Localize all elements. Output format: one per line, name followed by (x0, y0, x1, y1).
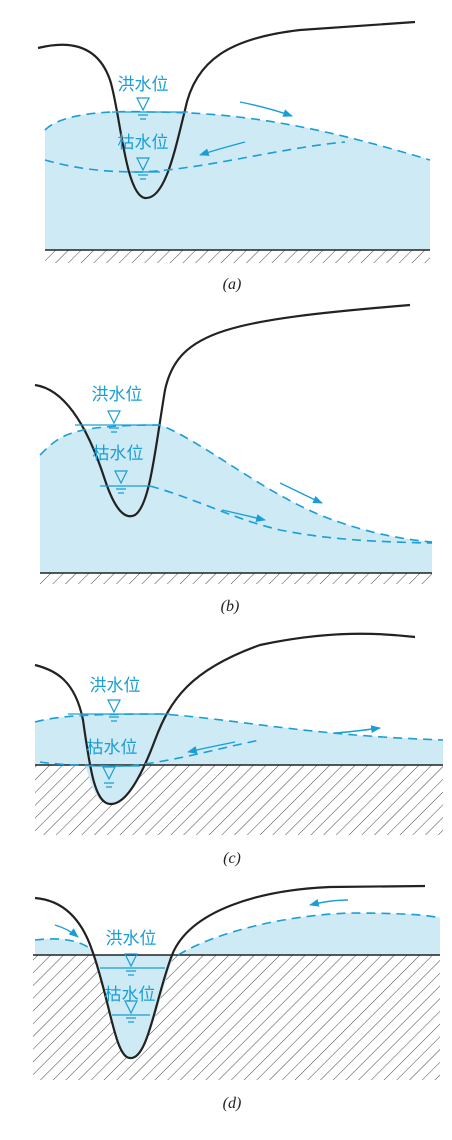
dry-marker (136, 157, 150, 180)
panel-c: 洪水位 枯水位 (c) (34, 632, 444, 867)
riverbank (34, 303, 411, 518)
water-table (34, 938, 93, 951)
flood-label: 洪水位 (90, 676, 141, 696)
flow-arrow (239, 101, 293, 117)
flood-water-table (44, 110, 431, 161)
groundwater (40, 425, 432, 573)
groundwater (35, 938, 94, 955)
flow-arrow (221, 509, 266, 522)
panel-d: 洪水位 枯水位 (d) (33, 884, 441, 1112)
ground-hatch (40, 573, 432, 584)
dry-water-table (149, 485, 433, 544)
flow-arrow (334, 725, 381, 734)
groundwater (35, 714, 443, 765)
dry-marker (114, 470, 128, 494)
flow-arrow (309, 899, 349, 907)
flow-arrow (199, 141, 246, 156)
dry-label: 枯水位 (93, 444, 144, 464)
dry-marker (102, 766, 116, 788)
dry-label: 枯水位 (118, 133, 169, 153)
dry-marker (124, 1000, 138, 1023)
flood-marker (136, 97, 150, 120)
flow-arrow (187, 741, 236, 754)
groundwater (178, 913, 440, 955)
flow-arrow (279, 482, 323, 504)
flood-marker (124, 953, 138, 976)
flood-water-table (34, 713, 444, 741)
riverbank (37, 20, 416, 200)
river-water (85, 765, 145, 805)
flow-arrow (54, 924, 79, 938)
caption: (c) (223, 850, 241, 867)
dry-label: 枯水位 (105, 985, 156, 1005)
caption: (b) (221, 598, 240, 615)
caption: (a) (223, 276, 242, 293)
ground-hatch (33, 955, 440, 1080)
riverbank (34, 884, 426, 1060)
flood-marker (107, 699, 121, 722)
flood-label: 洪水位 (106, 929, 157, 949)
caption: (d) (223, 1095, 242, 1112)
panel-b: 洪水位 枯水位 (b) (34, 303, 433, 615)
ground-hatch (45, 250, 430, 263)
water-table (177, 912, 441, 956)
panel-a: 洪水位 枯水位 (a) (37, 20, 431, 293)
flood-label: 洪水位 (118, 75, 169, 95)
dry-label: 枯水位 (87, 738, 138, 758)
riverbank (34, 632, 416, 806)
groundwater (45, 111, 430, 250)
flood-marker (107, 410, 121, 433)
flood-label: 洪水位 (92, 385, 143, 405)
